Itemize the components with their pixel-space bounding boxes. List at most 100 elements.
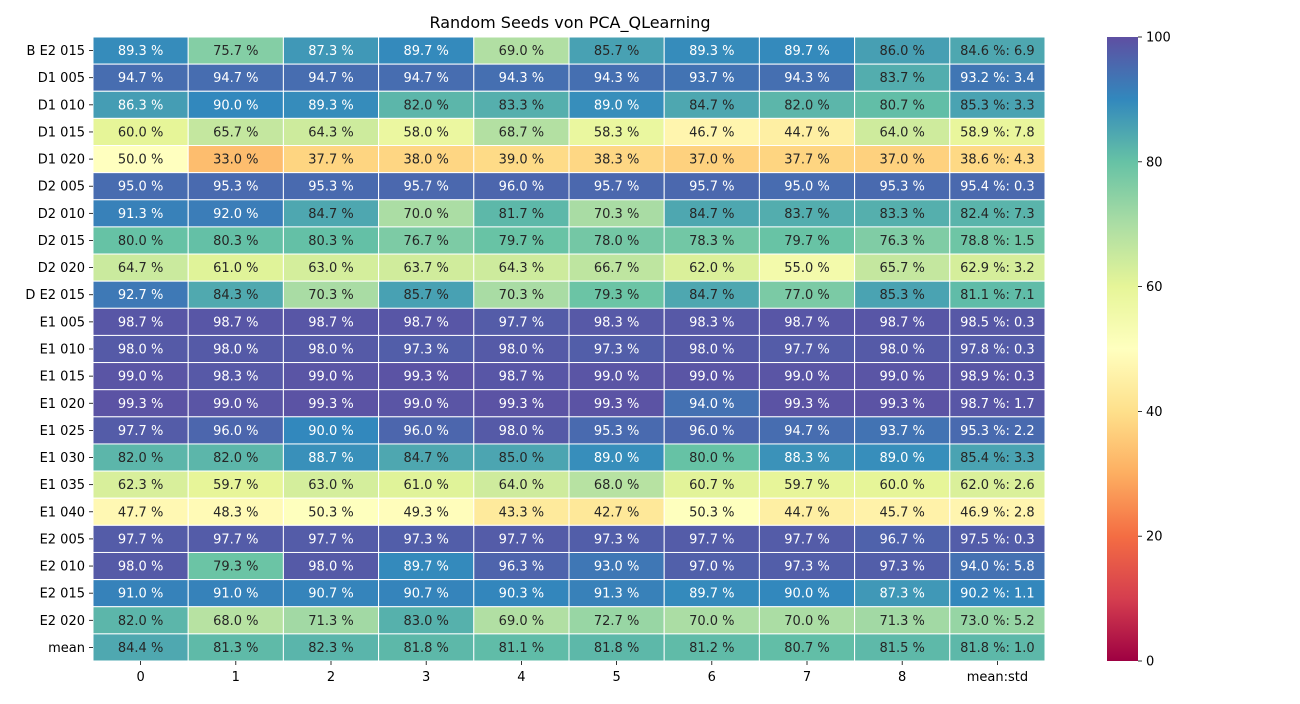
cell-label: 90.0 % — [308, 424, 353, 439]
column-label: 3 — [422, 670, 430, 685]
cell-label: 82.4 %: 7.3 — [960, 207, 1035, 222]
heatmap-cell — [568, 117, 665, 147]
heatmap-cell — [378, 606, 475, 635]
cell-label: 85.7 % — [594, 44, 639, 59]
heatmap-cell — [758, 36, 856, 65]
cell-label: 46.9 %: 2.8 — [960, 505, 1035, 520]
chart-title: Random Seeds von PCA_QLearning — [429, 13, 710, 33]
cell-label: 99.3 % — [594, 397, 639, 412]
cell-label: 98.0 % — [213, 343, 258, 358]
heatmap-cell — [949, 145, 1046, 174]
cell-label: 99.0 % — [308, 370, 353, 385]
cell-label: 98.0 % — [308, 343, 353, 358]
heatmap-cell — [568, 280, 665, 309]
colorbar-tick-label: 0 — [1146, 655, 1154, 670]
heatmap-cell — [854, 145, 951, 174]
cell-label: 63.0 % — [308, 261, 353, 276]
heatmap-cell — [282, 497, 380, 526]
cell-label: 62.0 %: 2.6 — [960, 478, 1035, 493]
heatmap-cell — [949, 606, 1046, 635]
heatmap-cell — [282, 172, 380, 201]
heatmap-cell — [282, 307, 380, 336]
cell-label: 96.0 % — [689, 424, 734, 439]
heatmap-cell — [663, 199, 760, 228]
heatmap-cell — [92, 172, 189, 201]
heatmap-cell — [663, 551, 760, 581]
cell-label: 72.7 % — [594, 614, 639, 629]
heatmap-cell — [282, 253, 380, 282]
cell-label: 83.0 % — [403, 614, 448, 629]
heatmap-cell — [663, 416, 760, 445]
cell-label: 69.0 % — [499, 614, 544, 629]
heatmap-cell — [568, 63, 665, 92]
cell-label: 91.0 % — [213, 587, 258, 602]
heatmap-cell — [854, 199, 951, 228]
cell-label: 81.8 % — [594, 641, 639, 656]
heatmap-cell — [473, 551, 570, 581]
cell-label: 86.3 % — [118, 98, 163, 113]
cell-label: 99.0 % — [213, 397, 258, 412]
cell-label: 97.7 % — [689, 532, 734, 547]
row-label: E1 030 — [40, 451, 85, 466]
cell-label: 70.3 % — [594, 207, 639, 222]
cell-label: 98.0 % — [689, 343, 734, 358]
cell-label: 99.3 % — [879, 397, 924, 412]
heatmap-cell — [949, 117, 1046, 147]
heatmap-cell — [663, 117, 760, 147]
heatmap-cell — [758, 389, 856, 418]
cell-label: 89.3 % — [689, 44, 734, 59]
cell-label: 89.3 % — [308, 98, 353, 113]
cell-label: 95.4 %: 0.3 — [960, 180, 1035, 195]
cell-label: 84.7 % — [308, 207, 353, 222]
heatmap-cell — [92, 470, 189, 499]
heatmap-cell — [187, 389, 284, 418]
cell-label: 70.0 % — [784, 614, 829, 629]
cell-label: 81.8 % — [403, 641, 448, 656]
heatmap-cell — [282, 226, 380, 255]
row-label: E1 035 — [40, 478, 85, 493]
cell-label: 97.3 % — [784, 560, 829, 575]
cell-label: 99.3 % — [784, 397, 829, 412]
heatmap-cell — [187, 606, 284, 635]
cell-label: 98.0 % — [118, 343, 163, 358]
cell-label: 78.3 % — [689, 234, 734, 249]
heatmap-cell — [663, 443, 760, 472]
cell-label: 98.0 % — [879, 343, 924, 358]
heatmap-cell — [92, 280, 189, 309]
cell-label: 49.3 % — [403, 505, 448, 520]
cell-label: 96.0 % — [213, 424, 258, 439]
cell-label: 97.3 % — [403, 532, 448, 547]
cell-label: 58.0 % — [403, 125, 448, 140]
heatmap-cell — [758, 280, 856, 309]
heatmap-cell — [187, 633, 284, 662]
row-label: D E2 015 — [25, 288, 85, 303]
cell-label: 96.0 % — [403, 424, 448, 439]
cell-label: 98.9 %: 0.3 — [960, 370, 1035, 385]
cell-label: 48.3 % — [213, 505, 258, 520]
cell-label: 82.0 % — [118, 614, 163, 629]
cell-label: 85.3 % — [879, 288, 924, 303]
cell-label: 90.7 % — [308, 587, 353, 602]
heatmap-cell — [568, 172, 665, 201]
cell-label: 71.3 % — [308, 614, 353, 629]
cell-label: 71.3 % — [879, 614, 924, 629]
cell-label: 80.0 % — [689, 451, 734, 466]
column-labels: 0 1 2 3 4 5 6 7 8 mean:std — [136, 661, 1028, 685]
cell-label: 95.0 % — [784, 180, 829, 195]
heatmap-cell — [378, 63, 475, 92]
cell-label: 68.0 % — [213, 614, 258, 629]
heatmap-cell — [854, 606, 951, 635]
heatmap-cell — [378, 226, 475, 255]
cell-label: 94.7 % — [118, 71, 163, 86]
heatmap-cell — [758, 497, 856, 526]
cell-label: 38.3 % — [594, 153, 639, 168]
heatmap-cell — [949, 443, 1046, 472]
cell-label: 82.3 % — [308, 641, 353, 656]
cell-label: 93.7 % — [879, 424, 924, 439]
heatmap-cell — [473, 280, 570, 309]
heatmap-cell — [758, 226, 856, 255]
cell-label: 97.7 % — [308, 532, 353, 547]
cell-label: 37.7 % — [784, 153, 829, 168]
cell-label: 86.0 % — [879, 44, 924, 59]
